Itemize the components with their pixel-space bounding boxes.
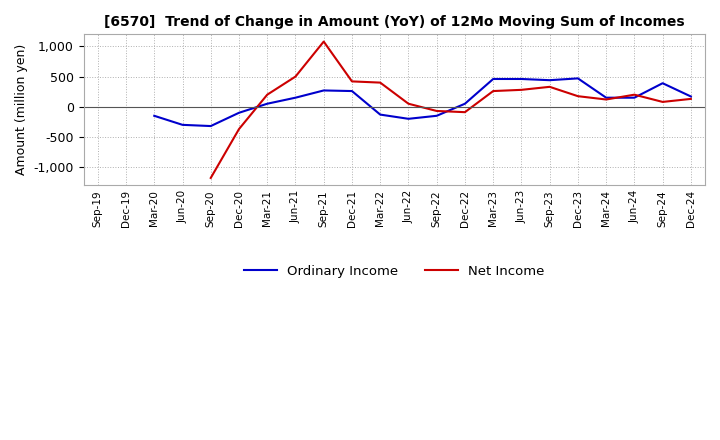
Ordinary Income — [489, 77, 498, 82]
Ordinary Income — [630, 95, 639, 100]
Ordinary Income — [150, 113, 158, 118]
Ordinary Income — [574, 76, 582, 81]
Ordinary Income — [517, 77, 526, 82]
Ordinary Income — [433, 113, 441, 118]
Line: Ordinary Income: Ordinary Income — [154, 78, 691, 126]
Ordinary Income — [178, 122, 186, 128]
Ordinary Income — [545, 77, 554, 83]
Ordinary Income — [602, 95, 611, 100]
Ordinary Income — [658, 81, 667, 86]
Ordinary Income — [291, 95, 300, 100]
Ordinary Income — [235, 110, 243, 115]
Legend: Ordinary Income, Net Income: Ordinary Income, Net Income — [238, 260, 550, 283]
Y-axis label: Amount (million yen): Amount (million yen) — [15, 44, 28, 176]
Ordinary Income — [348, 88, 356, 94]
Ordinary Income — [320, 88, 328, 93]
Ordinary Income — [263, 101, 271, 106]
Title: [6570]  Trend of Change in Amount (YoY) of 12Mo Moving Sum of Incomes: [6570] Trend of Change in Amount (YoY) o… — [104, 15, 685, 29]
Ordinary Income — [687, 94, 696, 99]
Ordinary Income — [376, 112, 384, 117]
Ordinary Income — [461, 101, 469, 106]
Ordinary Income — [207, 123, 215, 128]
Ordinary Income — [404, 116, 413, 121]
